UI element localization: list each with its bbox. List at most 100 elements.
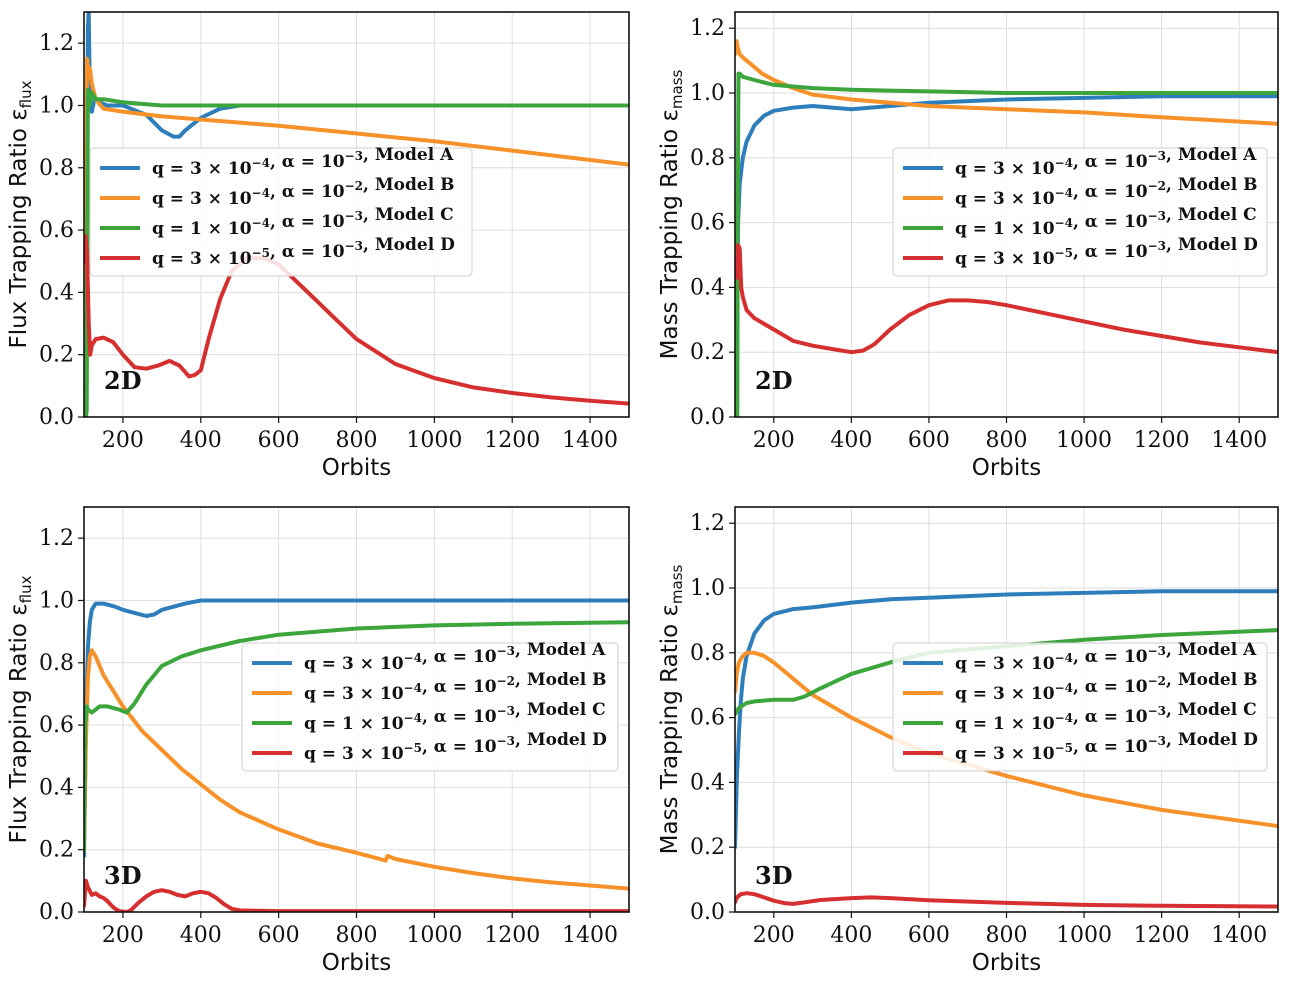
legend-box (892, 147, 1268, 277)
x-axis-label: Orbits (322, 455, 392, 481)
x-tick-label: 600 (258, 923, 300, 948)
series-line-model-c (735, 71, 1278, 417)
series-line-model-b (735, 650, 1278, 829)
legend: q = 3 × 10−4, α = 10−3, Model Aq = 3 × 1… (241, 640, 619, 772)
y-axis-label: Mass Trapping Ratio εmass (657, 564, 686, 854)
panel-dimension-label: 3D (755, 861, 793, 890)
legend: q = 3 × 10−4, α = 10−3, Model Aq = 3 × 1… (892, 640, 1268, 772)
legend-entry: q = 3 × 10−4, α = 10−3, Model A (955, 640, 1257, 674)
legend: q = 3 × 10−4, α = 10−3, Model Aq = 3 × 1… (89, 145, 473, 277)
y-tick-label: 0.6 (690, 211, 725, 236)
x-tick-label: 600 (258, 428, 300, 453)
x-tick-label: 400 (180, 923, 222, 948)
legend-entry: q = 3 × 10−5, α = 10−3, Model D (152, 235, 455, 269)
legend-entry: q = 1 × 10−4, α = 10−3, Model C (955, 205, 1257, 239)
legend-entry: q = 3 × 10−4, α = 10−2, Model B (955, 175, 1257, 209)
y-tick-label: 1.2 (39, 31, 74, 56)
legend: q = 3 × 10−4, α = 10−3, Model Aq = 3 × 1… (892, 145, 1268, 277)
x-tick-label: 600 (908, 428, 950, 453)
panel-dimension-label: 3D (104, 861, 142, 890)
x-tick-label: 200 (102, 923, 144, 948)
y-tick-label: 0.8 (39, 156, 74, 181)
y-tick-label: 0.4 (690, 275, 725, 300)
x-tick-label: 1000 (406, 923, 462, 948)
series-line-model-d (84, 234, 629, 406)
y-tick-label: 1.2 (39, 526, 74, 551)
series-line-model-d (84, 878, 629, 912)
y-axis-label: Flux Trapping Ratio εflux (6, 80, 35, 348)
x-tick-label: 1200 (484, 428, 540, 453)
series-line-model-d (735, 891, 1278, 909)
x-tick-label: 400 (180, 428, 222, 453)
x-tick-label: 1000 (1056, 923, 1112, 948)
panel-2: 200 400 600 800 1000 1200 1400 0.0 0.2 0.4 0.6 0.8 1… (657, 11, 1279, 481)
x-tick-label: 1400 (562, 428, 618, 453)
y-tick-label: 1.2 (690, 511, 725, 536)
y-tick-label: 1.0 (690, 576, 725, 601)
panel-dimension-label: 2D (104, 366, 142, 395)
x-tick-label: 1400 (1211, 428, 1267, 453)
panel-4: 200 400 600 800 1000 1200 1400 0.0 0.2 0.4 0.6 0.8 1… (657, 506, 1279, 976)
y-tick-label: 0.2 (690, 340, 725, 365)
legend-entry: q = 1 × 10−4, α = 10−3, Model C (152, 205, 454, 239)
x-axis-label: Orbits (972, 950, 1042, 976)
x-tick-label: 200 (102, 428, 144, 453)
panel-dimension-label: 2D (755, 366, 793, 395)
series-line-model-b (84, 648, 629, 891)
y-tick-label: 0.4 (39, 280, 74, 305)
x-tick-label: 800 (986, 428, 1028, 453)
series-line-model-d (735, 243, 1278, 355)
y-tick-label: 1.2 (690, 16, 725, 41)
y-axis-label: Mass Trapping Ratio εmass (657, 69, 686, 359)
series-line-model-b (84, 56, 629, 417)
x-tick-label: 800 (986, 923, 1028, 948)
y-tick-label: 0.6 (39, 218, 74, 243)
legend-box (892, 642, 1268, 772)
y-tick-label: 0.8 (690, 146, 725, 171)
y-tick-label: 0.8 (39, 651, 74, 676)
y-tick-label: 1.0 (690, 81, 725, 106)
y-tick-label: 0.2 (690, 835, 725, 860)
x-tick-label: 400 (830, 428, 872, 453)
x-tick-label: 200 (753, 428, 795, 453)
legend-entry: q = 3 × 10−4, α = 10−3, Model A (955, 145, 1257, 179)
legend-entry: q = 3 × 10−5, α = 10−3, Model D (955, 235, 1258, 269)
y-tick-label: 1.0 (39, 588, 74, 613)
series-line-model-c (735, 628, 1278, 717)
x-tick-label: 600 (908, 923, 950, 948)
y-tick-label: 1.0 (39, 93, 74, 118)
legend-entry: q = 3 × 10−4, α = 10−2, Model B (955, 670, 1257, 704)
legend-entry: q = 3 × 10−4, α = 10−3, Model A (304, 640, 606, 674)
series-line-model-a (735, 94, 1278, 417)
x-tick-label: 400 (830, 923, 872, 948)
panel-1: 200 400 600 800 1000 1200 1400 0.0 0.2 0.4 0.6 0.8 1… (6, 11, 630, 481)
legend-entry: q = 3 × 10−4, α = 10−3, Model A (152, 145, 454, 179)
y-tick-label: 0.4 (39, 775, 74, 800)
x-tick-label: 800 (336, 428, 378, 453)
y-tick-label: 0.0 (690, 405, 725, 430)
legend-box (241, 642, 619, 772)
x-tick-label: 1200 (1134, 428, 1190, 453)
legend-entry: q = 3 × 10−5, α = 10−3, Model D (304, 730, 607, 764)
y-tick-label: 0.2 (39, 343, 74, 368)
legend-entry: q = 3 × 10−4, α = 10−2, Model B (304, 670, 606, 704)
series-line-model-c (84, 620, 629, 852)
y-tick-label: 0.0 (690, 900, 725, 925)
legend-entry: q = 3 × 10−4, α = 10−2, Model B (152, 175, 454, 209)
panel-3: 200 400 600 800 1000 1200 1400 0.0 0.2 0.4 0.6 0.8 1… (6, 506, 630, 976)
x-tick-label: 1200 (484, 923, 540, 948)
y-tick-label: 0.8 (690, 641, 725, 666)
x-tick-label: 1000 (1056, 428, 1112, 453)
series-line-model-c (84, 87, 629, 417)
x-tick-label: 1400 (1211, 923, 1267, 948)
y-tick-label: 0.6 (39, 713, 74, 738)
y-tick-label: 0.0 (39, 405, 74, 430)
x-tick-label: 800 (336, 923, 378, 948)
legend-entry: q = 3 × 10−5, α = 10−3, Model D (955, 730, 1258, 764)
x-axis-label: Orbits (322, 950, 392, 976)
y-axis-label: Flux Trapping Ratio εflux (6, 575, 35, 843)
y-tick-label: 0.6 (690, 706, 725, 731)
legend-entry: q = 1 × 10−4, α = 10−3, Model C (304, 700, 606, 734)
series-line-model-a (84, 598, 629, 858)
